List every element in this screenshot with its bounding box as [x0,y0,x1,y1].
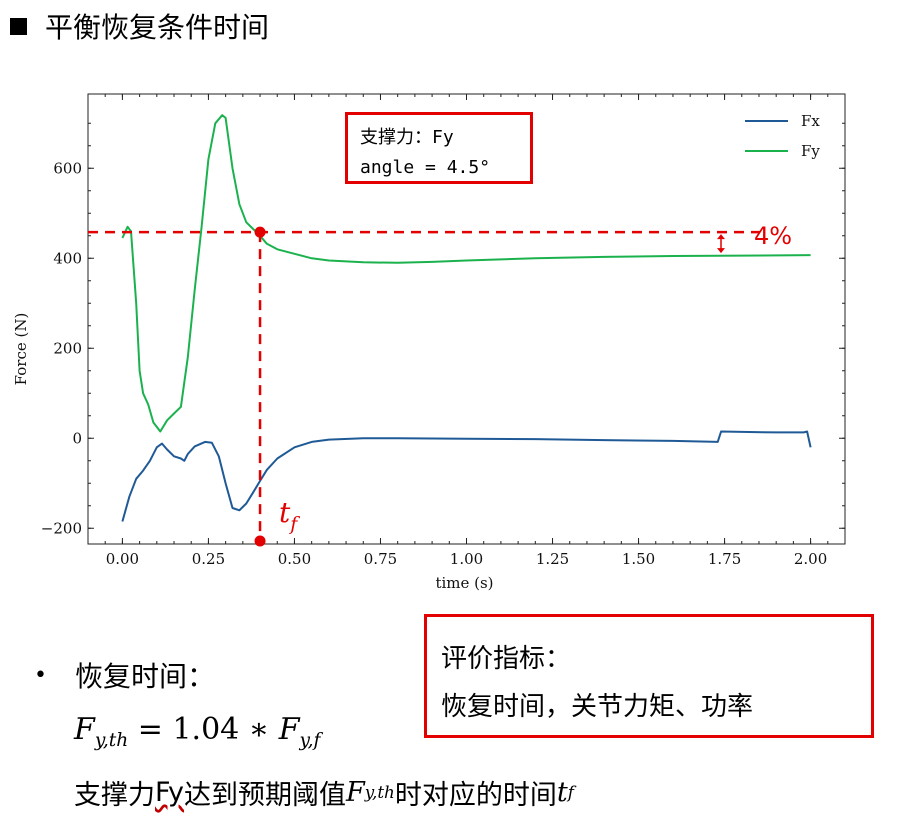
bullet-dot-icon: • [34,662,47,688]
y-tick-label: −200 [41,519,82,537]
legend-label-fy: Fy [801,142,820,160]
desc-var-sub: y,th [364,782,395,802]
percent-arrow-down-icon [717,248,725,254]
x-tick-label: 0.50 [278,550,311,568]
y-tick-label: 600 [53,159,82,177]
condition-note-box: 支撑力：Fy angle = 4.5° [345,112,533,184]
formula-rhs: F [278,712,300,747]
note-line-force: 支撑力：Fy [360,127,454,148]
desc-var: F [346,776,365,808]
y-tick-label: 200 [53,339,82,357]
formula-lhs: F [74,712,95,747]
desc-fy: Fy [155,776,185,808]
note-line-angle: angle = 4.5° [360,157,491,178]
y-axis-label: Force (N) [12,313,30,386]
legend-label-fx: Fx [801,112,820,130]
formula-lhs-sub: y,th [94,730,129,751]
series-line-fx [121,430,812,522]
square-bullet-icon [10,17,27,35]
bullet-text: 恢复时间： [74,660,215,693]
percent-arrow-up-icon [717,234,725,240]
evaluation-box: 评价指标： 恢复时间，关节力矩、功率 [424,614,874,738]
x-tick-label: 1.75 [708,550,741,568]
force-chart: 0.00 0.25 0.50 0.75 1.00 1.25 1.50 1.75 2.00 −200… [12,93,846,592]
x-axis-label: time (s) [435,574,493,592]
eval-line-metrics: 恢复时间，关节力矩、功率 [441,692,754,722]
x-tick-label: 2.00 [794,550,827,568]
desc-t-sub: f [567,782,574,802]
desc-part2: 达到预期阈值 [184,779,347,811]
desc-t: t [556,776,568,808]
eval-line-heading: 评价指标： [441,644,572,674]
x-tick-label: 1.25 [536,550,569,568]
series-line-fy [121,114,811,433]
y-tick-label: 400 [53,249,82,267]
formula-mid: = 1.04 ∗ [128,712,279,747]
desc-part1: 支撑力 [74,779,155,811]
desc-part3: 时对应的时间 [394,779,557,811]
x-tick-label: 0.25 [192,550,225,568]
slide-title-text: 平衡恢复条件时间 [45,11,270,44]
y-tick-label: 0 [72,429,82,447]
bullet-recovery-time: • 恢复时间： [34,655,215,695]
x-tick-label: 1.00 [450,550,483,568]
tf-axis-dot [254,535,266,547]
x-tick-label: 0.75 [364,550,397,568]
x-tick-label: 0.00 [106,550,139,568]
slide-title: 平衡恢复条件时间 [10,6,269,46]
formula-rhs-sub: y,f [299,730,321,751]
threshold-formula: Fy,th = 1.04 ∗ Fy,f [74,712,320,751]
x-tick-label: 1.50 [622,550,655,568]
percent-label: 4% [754,222,792,250]
tf-label: tf [279,496,300,535]
threshold-intersection-dot [254,226,266,238]
